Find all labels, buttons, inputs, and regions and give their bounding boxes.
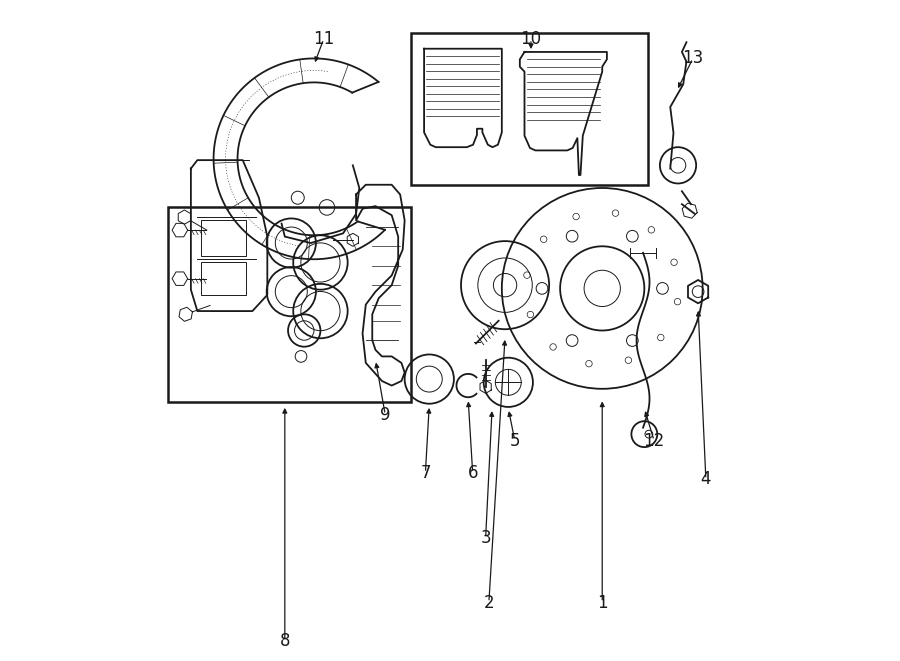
Bar <box>411 32 648 184</box>
Bar <box>201 220 246 256</box>
Text: 9: 9 <box>380 406 391 424</box>
Text: 10: 10 <box>520 30 542 48</box>
Bar <box>201 262 246 295</box>
Text: 8: 8 <box>280 633 290 650</box>
Text: 7: 7 <box>420 464 430 482</box>
Text: 3: 3 <box>481 529 491 547</box>
Text: 11: 11 <box>313 30 334 48</box>
Text: 5: 5 <box>509 432 520 449</box>
Text: 2: 2 <box>483 594 494 611</box>
Text: 4: 4 <box>700 471 711 488</box>
Text: 6: 6 <box>467 464 478 482</box>
Text: 13: 13 <box>682 50 704 67</box>
Bar <box>168 208 411 402</box>
Text: 12: 12 <box>644 432 665 449</box>
Text: 1: 1 <box>597 594 608 611</box>
